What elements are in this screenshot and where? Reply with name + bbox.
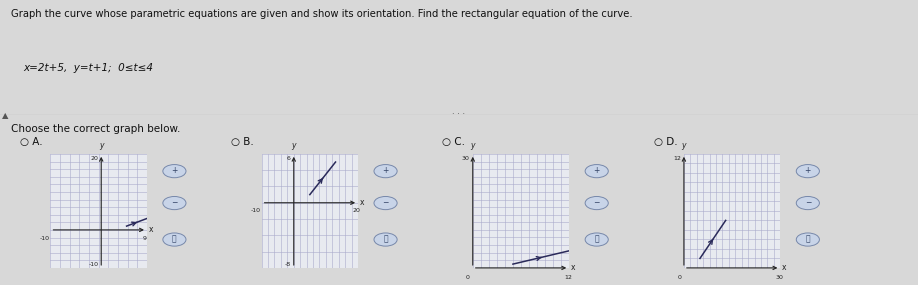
Text: ⧉: ⧉ <box>805 235 811 244</box>
Text: -10: -10 <box>39 236 50 241</box>
Text: 6: 6 <box>287 156 291 161</box>
Text: ○ B.: ○ B. <box>231 137 254 148</box>
Circle shape <box>374 164 397 178</box>
Text: ○ C.: ○ C. <box>442 137 465 148</box>
Text: 12: 12 <box>673 156 681 161</box>
Text: +: + <box>383 166 388 175</box>
Circle shape <box>796 196 820 210</box>
Text: x: x <box>360 198 364 207</box>
Text: y: y <box>471 141 475 150</box>
Text: 20: 20 <box>91 156 98 161</box>
Text: ⧉: ⧉ <box>172 235 177 244</box>
Text: Choose the correct graph below.: Choose the correct graph below. <box>11 124 181 134</box>
Text: −: − <box>172 198 177 207</box>
Circle shape <box>796 164 820 178</box>
Text: 0: 0 <box>466 275 470 280</box>
Circle shape <box>374 233 397 246</box>
Text: -10: -10 <box>88 262 98 267</box>
Text: +: + <box>594 166 599 175</box>
Text: -10: -10 <box>251 208 261 213</box>
Text: +: + <box>805 166 811 175</box>
Text: y: y <box>682 141 686 150</box>
Text: −: − <box>594 198 599 207</box>
Text: Graph the curve whose parametric equations are given and show its orientation. F: Graph the curve whose parametric equatio… <box>11 9 633 19</box>
Text: 12: 12 <box>565 275 572 280</box>
Text: 9: 9 <box>143 236 147 241</box>
Circle shape <box>585 233 609 246</box>
Text: 30: 30 <box>776 275 783 280</box>
Text: y: y <box>292 141 296 150</box>
Text: 30: 30 <box>462 156 470 161</box>
Text: −: − <box>383 198 388 207</box>
Text: 0: 0 <box>677 275 681 280</box>
Circle shape <box>796 233 820 246</box>
Circle shape <box>162 196 186 210</box>
Circle shape <box>374 196 397 210</box>
Text: -8: -8 <box>285 262 291 267</box>
Text: x: x <box>571 263 576 272</box>
Text: ○ D.: ○ D. <box>654 137 677 148</box>
Text: x: x <box>149 225 153 234</box>
Circle shape <box>162 233 186 246</box>
Text: ▲: ▲ <box>2 111 8 120</box>
Text: −: − <box>805 198 811 207</box>
Text: . . .: . . . <box>453 107 465 116</box>
Circle shape <box>585 196 609 210</box>
Text: 20: 20 <box>353 208 360 213</box>
Text: ⧉: ⧉ <box>383 235 388 244</box>
Text: x=2t+5,  y=t+1;  0≤t≤4: x=2t+5, y=t+1; 0≤t≤4 <box>23 63 153 73</box>
Text: ○ A.: ○ A. <box>20 137 43 148</box>
Text: y: y <box>99 141 104 150</box>
Text: ⧉: ⧉ <box>594 235 599 244</box>
Circle shape <box>585 164 609 178</box>
Text: +: + <box>172 166 177 175</box>
Text: x: x <box>782 263 787 272</box>
Circle shape <box>162 164 186 178</box>
